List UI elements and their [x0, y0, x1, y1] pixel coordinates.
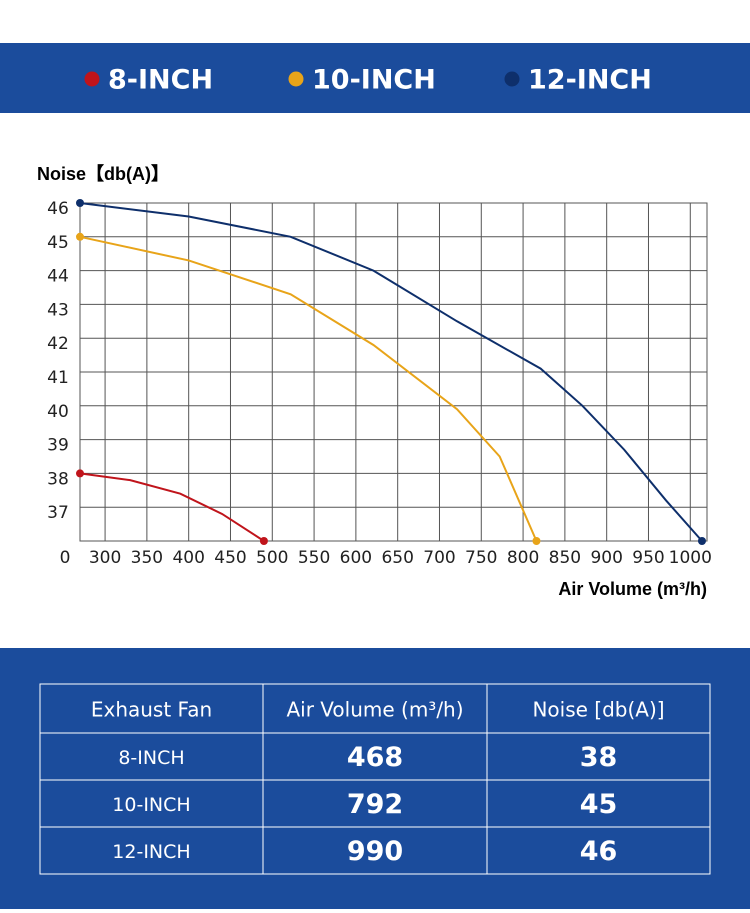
x-tick-label: 700	[423, 548, 455, 568]
end-point	[76, 199, 84, 207]
x-tick-label: 550	[298, 548, 330, 568]
x-tick-label: 650	[381, 548, 413, 568]
end-point	[76, 469, 84, 478]
x-tick-label: 350	[131, 548, 163, 568]
y-tick-label: 40	[47, 402, 69, 422]
x-tick-label: 1000	[669, 548, 712, 568]
origin-label: 0	[60, 548, 71, 568]
legend-swatch	[288, 71, 304, 87]
table-cell: 12-INCH	[112, 841, 190, 863]
table-cell: 792	[347, 789, 403, 820]
y-tick-label: 38	[47, 469, 69, 489]
table-frame	[39, 683, 711, 875]
table-cell: 10-INCH	[112, 794, 190, 816]
series-line	[79, 202, 703, 542]
x-tick-label: 950	[632, 548, 664, 568]
series-line	[79, 472, 265, 542]
y-tick-label: 37	[47, 503, 69, 523]
table-cell: 468	[347, 742, 403, 773]
end-point	[697, 537, 706, 545]
end-point	[259, 537, 268, 545]
end-point	[532, 537, 541, 545]
x-tick-label: 400	[172, 548, 204, 568]
series-line	[79, 235, 538, 542]
y-tick-label: 46	[47, 199, 69, 219]
table-header: Exhaust Fan	[91, 698, 212, 722]
x-axis-title: Air Volume (m³/h)	[558, 579, 707, 599]
y-tick-label: 39	[47, 436, 69, 456]
legend-swatch	[84, 71, 100, 87]
x-tick-label: 300	[89, 548, 121, 568]
table-cell: 990	[347, 836, 403, 867]
table-panel	[0, 648, 750, 909]
legend-label: 8-INCH	[108, 65, 213, 96]
x-tick-label: 850	[549, 548, 581, 568]
table-cell: 38	[580, 742, 618, 773]
y-tick-label: 43	[47, 300, 69, 320]
table-cell: 46	[580, 836, 618, 867]
legend-label: 10-INCH	[312, 65, 436, 96]
legend-swatch	[504, 71, 520, 87]
legend-banner	[0, 43, 750, 113]
y-tick-label: 41	[47, 368, 69, 388]
table-cell: 45	[580, 789, 618, 820]
table-header: Noise [db(A)]	[532, 698, 664, 722]
table-cell: 8-INCH	[118, 747, 184, 769]
x-tick-label: 750	[465, 548, 497, 568]
y-tick-label: 44	[47, 267, 69, 287]
end-point	[76, 232, 84, 241]
table-header: Air Volume (m³/h)	[286, 698, 463, 722]
y-tick-label: 42	[47, 334, 69, 354]
y-axis-title: Noise【db(A)】	[37, 164, 169, 184]
x-tick-label: 900	[590, 548, 622, 568]
x-tick-label: 800	[507, 548, 539, 568]
y-tick-label: 45	[47, 233, 69, 253]
x-tick-label: 450	[214, 548, 246, 568]
x-tick-label: 500	[256, 548, 288, 568]
legend-label: 12-INCH	[528, 65, 652, 96]
x-tick-label: 600	[340, 548, 372, 568]
